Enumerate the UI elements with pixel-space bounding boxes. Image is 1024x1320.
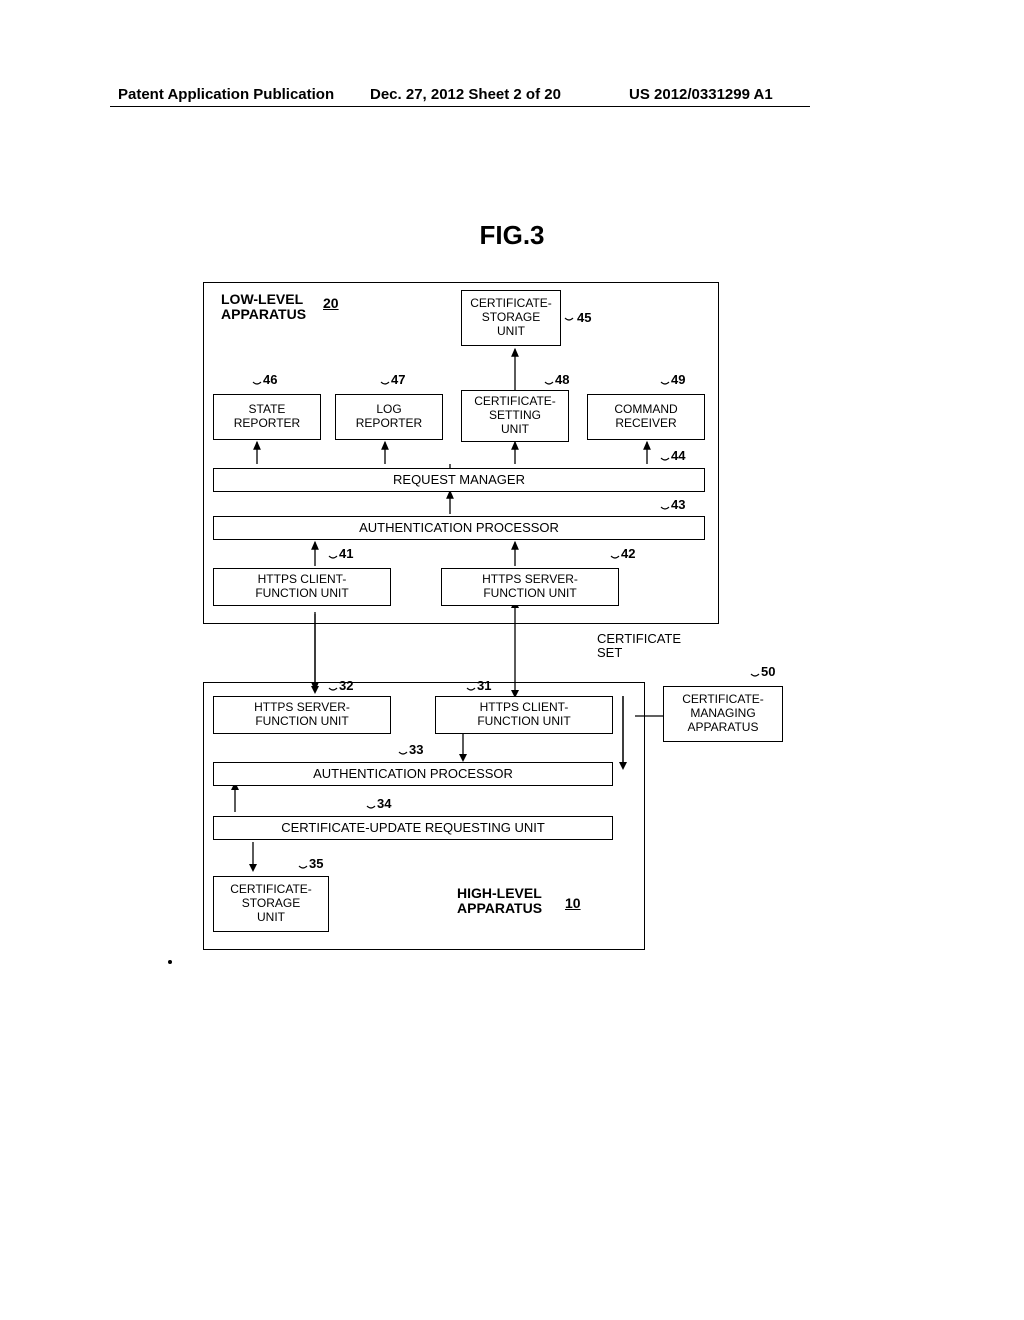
ref-47: 47 xyxy=(391,372,405,387)
box-auth-processor-high: AUTHENTICATION PROCESSOR xyxy=(213,762,613,786)
ref-45: 45 xyxy=(577,310,591,325)
figure-title: FIG.3 xyxy=(0,220,1024,251)
ref-46: 46 xyxy=(263,372,277,387)
box-request-manager: REQUEST MANAGER xyxy=(213,468,705,492)
ref-48: 48 xyxy=(555,372,569,387)
box-https-client-31: HTTPS CLIENT- FUNCTION UNIT xyxy=(435,696,613,734)
box-log-reporter: LOG REPORTER xyxy=(335,394,443,440)
ref-41: 41 xyxy=(339,546,353,561)
box-cert-setting-unit: CERTIFICATE- SETTING UNIT xyxy=(461,390,569,442)
low-level-ref: 20 xyxy=(323,296,339,311)
box-https-server-42: HTTPS SERVER- FUNCTION UNIT xyxy=(441,568,619,606)
box-cert-storage-35: CERTIFICATE- STORAGE UNIT xyxy=(213,876,329,932)
box-cert-storage-unit-45: CERTIFICATE- STORAGE UNIT xyxy=(461,290,561,346)
page-dot xyxy=(168,960,172,964)
ref-35: 35 xyxy=(309,856,323,871)
ref-50: 50 xyxy=(761,664,775,679)
ref-44: 44 xyxy=(671,448,685,463)
header-left: Patent Application Publication xyxy=(118,86,334,103)
header-rule xyxy=(110,106,810,107)
ref-34: 34 xyxy=(377,796,391,811)
ref-32: 32 xyxy=(339,678,353,693)
low-level-title: LOW-LEVEL APPARATUS xyxy=(221,292,306,323)
high-level-title: HIGH-LEVEL APPARATUS xyxy=(457,886,542,917)
box-command-receiver: COMMAND RECEIVER xyxy=(587,394,705,440)
ref-31: 31 xyxy=(477,678,491,693)
box-https-client-41: HTTPS CLIENT- FUNCTION UNIT xyxy=(213,568,391,606)
header-center: Dec. 27, 2012 Sheet 2 of 20 xyxy=(370,86,561,103)
header-right: US 2012/0331299 A1 xyxy=(629,86,773,103)
high-level-ref: 10 xyxy=(565,896,581,911)
box-cert-update-requesting: CERTIFICATE-UPDATE REQUESTING UNIT xyxy=(213,816,613,840)
ref-33: 33 xyxy=(409,742,423,757)
ref-49: 49 xyxy=(671,372,685,387)
certificate-set-label: CERTIFICATE SET xyxy=(597,632,681,661)
diagram-container: LOW-LEVEL APPARATUS 20 CERTIFICATE- STOR… xyxy=(195,282,795,962)
box-https-server-32: HTTPS SERVER- FUNCTION UNIT xyxy=(213,696,391,734)
box-auth-processor-low: AUTHENTICATION PROCESSOR xyxy=(213,516,705,540)
box-cert-managing-apparatus: CERTIFICATE- MANAGING APPARATUS xyxy=(663,686,783,742)
ref-42: 42 xyxy=(621,546,635,561)
box-state-reporter: STATE REPORTER xyxy=(213,394,321,440)
ref-43: 43 xyxy=(671,497,685,512)
